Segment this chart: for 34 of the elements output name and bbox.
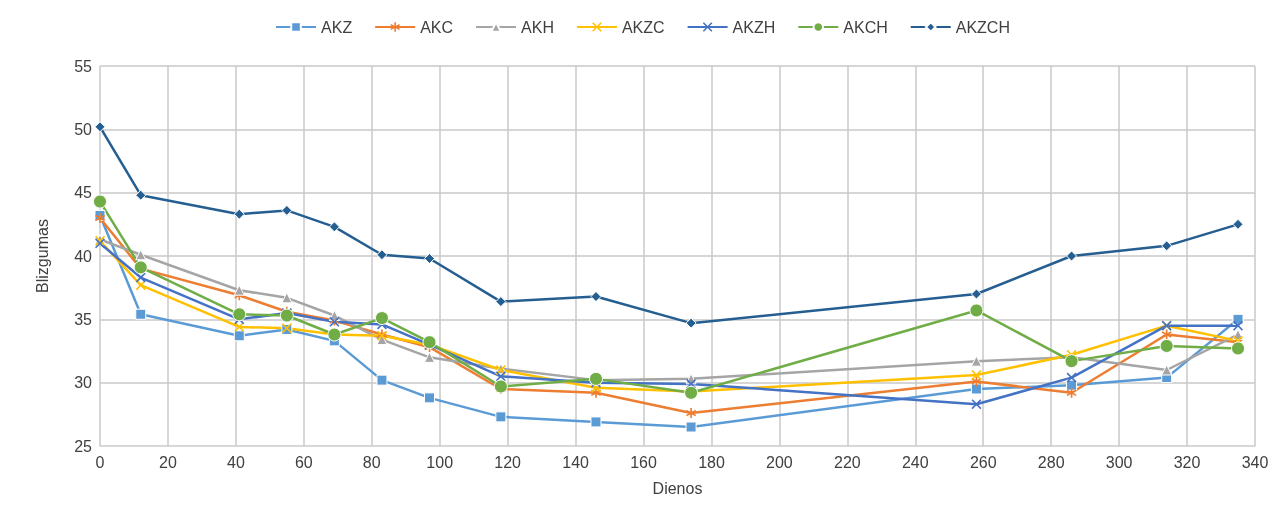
y-tick-label: 40 bbox=[74, 247, 93, 265]
x-tick-label: 60 bbox=[294, 453, 313, 471]
x-axis-title: Dienos bbox=[652, 479, 703, 497]
y-tick-label: 35 bbox=[74, 310, 93, 328]
x-tick-label: 40 bbox=[226, 453, 245, 471]
x-tick-label: 240 bbox=[901, 453, 929, 471]
x-tick-label: 260 bbox=[969, 453, 997, 471]
y-tick-label: 30 bbox=[74, 374, 93, 392]
y-tick-label: 25 bbox=[74, 437, 93, 455]
x-tick-label: 340 bbox=[1241, 453, 1269, 471]
x-tick-label: 160 bbox=[630, 453, 657, 471]
x-tick-label: 320 bbox=[1173, 453, 1201, 471]
x-tick-label: 220 bbox=[834, 453, 861, 471]
x-tick-label: 0 bbox=[95, 453, 105, 471]
x-tick-label: 200 bbox=[766, 453, 793, 471]
x-tick-label: 280 bbox=[1037, 453, 1065, 471]
y-tick-label: 45 bbox=[74, 184, 93, 202]
legend-label: AKZCH bbox=[955, 18, 1010, 36]
x-tick-label: 120 bbox=[494, 453, 522, 471]
legend-label: AKC bbox=[420, 18, 454, 36]
x-tick-label: 180 bbox=[698, 453, 725, 471]
y-axis-title: Blizgumas bbox=[33, 219, 51, 293]
legend-label: AKCH bbox=[843, 18, 888, 36]
legend-label: AKH bbox=[521, 18, 554, 36]
y-tick-label: 50 bbox=[74, 120, 93, 138]
x-tick-label: 80 bbox=[362, 453, 381, 471]
legend-label: AKZ bbox=[321, 18, 353, 36]
x-tick-label: 20 bbox=[159, 453, 177, 471]
legend-label: AKZH bbox=[732, 18, 776, 36]
x-tick-label: 100 bbox=[426, 453, 454, 471]
y-tick-label: 55 bbox=[74, 57, 93, 75]
x-tick-label: 140 bbox=[562, 453, 590, 471]
x-tick-label: 300 bbox=[1105, 453, 1133, 471]
legend-label: AKZC bbox=[621, 18, 665, 36]
